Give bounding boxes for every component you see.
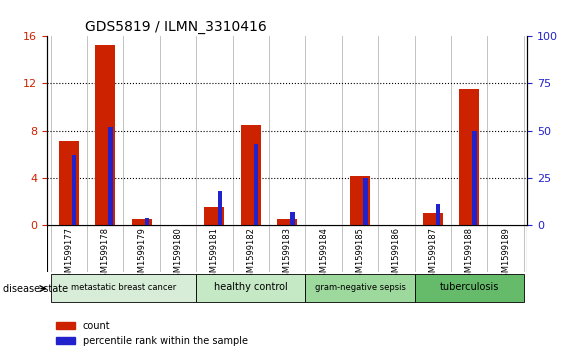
Text: GSM1599186: GSM1599186 bbox=[392, 227, 401, 284]
Bar bbox=[472, 131, 477, 225]
Legend: count, percentile rank within the sample: count, percentile rank within the sample bbox=[52, 317, 252, 350]
Bar bbox=[459, 89, 479, 225]
Text: GSM1599183: GSM1599183 bbox=[282, 227, 292, 284]
Bar bbox=[205, 207, 224, 225]
Bar bbox=[414, 274, 524, 302]
Bar bbox=[196, 274, 305, 302]
Bar bbox=[291, 212, 295, 225]
Bar bbox=[217, 191, 222, 225]
Bar bbox=[50, 274, 196, 302]
Text: GSM1599180: GSM1599180 bbox=[173, 227, 182, 283]
Text: GSM1599187: GSM1599187 bbox=[428, 227, 437, 284]
Bar bbox=[72, 155, 76, 225]
Bar bbox=[363, 178, 367, 225]
Text: tuberculosis: tuberculosis bbox=[440, 282, 499, 292]
Bar bbox=[277, 219, 297, 225]
Bar bbox=[59, 141, 79, 225]
Text: metastatic breast cancer: metastatic breast cancer bbox=[71, 282, 176, 291]
Bar bbox=[305, 274, 414, 302]
Text: GSM1599182: GSM1599182 bbox=[246, 227, 255, 283]
Text: disease state: disease state bbox=[3, 284, 68, 294]
Text: GSM1599179: GSM1599179 bbox=[137, 227, 146, 283]
Text: GSM1599185: GSM1599185 bbox=[356, 227, 364, 283]
Bar bbox=[108, 127, 113, 225]
Text: GSM1599177: GSM1599177 bbox=[64, 227, 73, 284]
Text: GDS5819 / ILMN_3310416: GDS5819 / ILMN_3310416 bbox=[86, 20, 267, 34]
Text: GSM1599184: GSM1599184 bbox=[319, 227, 328, 283]
Bar bbox=[241, 125, 261, 225]
Bar bbox=[95, 45, 115, 225]
Bar bbox=[145, 217, 149, 225]
Text: gram-negative sepsis: gram-negative sepsis bbox=[315, 282, 406, 291]
Text: healthy control: healthy control bbox=[214, 282, 288, 292]
Text: GSM1599188: GSM1599188 bbox=[465, 227, 473, 284]
Bar bbox=[350, 176, 370, 225]
Bar bbox=[423, 213, 443, 225]
Bar bbox=[254, 144, 258, 225]
Bar bbox=[131, 219, 152, 225]
Bar bbox=[436, 204, 441, 225]
Text: GSM1599178: GSM1599178 bbox=[101, 227, 110, 284]
Text: GSM1599189: GSM1599189 bbox=[501, 227, 510, 283]
Text: GSM1599181: GSM1599181 bbox=[210, 227, 219, 283]
